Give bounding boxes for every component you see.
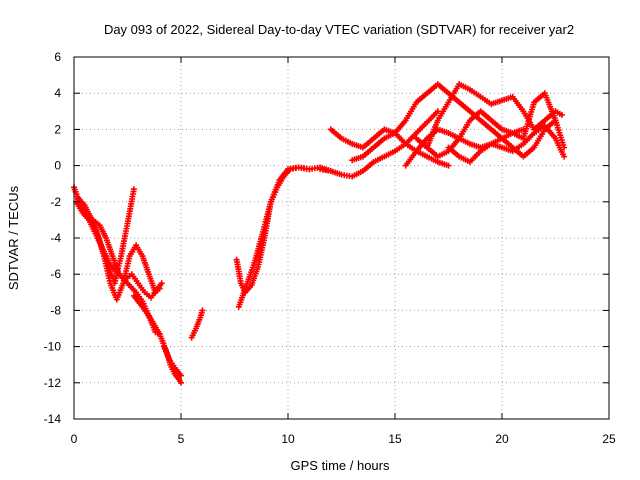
data-point [306, 166, 313, 173]
x-axis-ticks: 0 5 10 15 20 25 [71, 57, 616, 446]
data-point [178, 372, 184, 379]
x-tick-label: 25 [602, 432, 616, 446]
grid-lines [74, 57, 609, 419]
series-track-9 [235, 164, 313, 310]
series-track-6 [160, 343, 184, 379]
y-tick-label: -8 [50, 303, 61, 317]
data-point [445, 162, 452, 169]
x-tick-label: 0 [71, 432, 78, 446]
x-tick-label: 5 [178, 432, 185, 446]
y-tick-label: 2 [54, 122, 61, 136]
data-point [561, 153, 568, 160]
y-tick-label: 6 [54, 50, 61, 64]
data-point [158, 280, 165, 287]
y-tick-label: -4 [50, 231, 61, 245]
data-point [178, 379, 184, 386]
x-tick-label: 10 [281, 432, 295, 446]
x-tick-label: 15 [388, 432, 402, 446]
data-point [156, 285, 163, 292]
y-tick-label: -14 [44, 412, 62, 426]
y-tick-label: -6 [50, 267, 61, 281]
chart-title: Day 093 of 2022, Sidereal Day-to-day VTE… [104, 22, 574, 37]
data-point [199, 307, 206, 314]
data-point [558, 111, 565, 118]
x-tick-label: 20 [495, 432, 509, 446]
y-axis-label: SDTVAR / TECUs [6, 185, 21, 290]
series-track-7 [188, 307, 206, 341]
y-tick-label: 0 [54, 159, 61, 173]
series-track-16 [445, 122, 568, 165]
series-track-11 [327, 126, 452, 169]
series-track-10 [317, 108, 441, 180]
series-track-15 [413, 90, 568, 160]
y-tick-label: -12 [44, 376, 62, 390]
series-track-3 [75, 195, 163, 303]
data-point [130, 186, 137, 193]
x-axis-label: GPS time / hours [291, 458, 390, 473]
y-axis-ticks: -14 -12 -10 -8 -6 -4 -2 0 2 4 6 [44, 50, 609, 426]
y-tick-label: 4 [54, 86, 61, 100]
data-series [71, 81, 568, 386]
series-track-8 [233, 164, 334, 296]
y-tick-label: -2 [50, 195, 61, 209]
data-point [434, 108, 441, 115]
y-tick-label: -10 [44, 340, 62, 354]
